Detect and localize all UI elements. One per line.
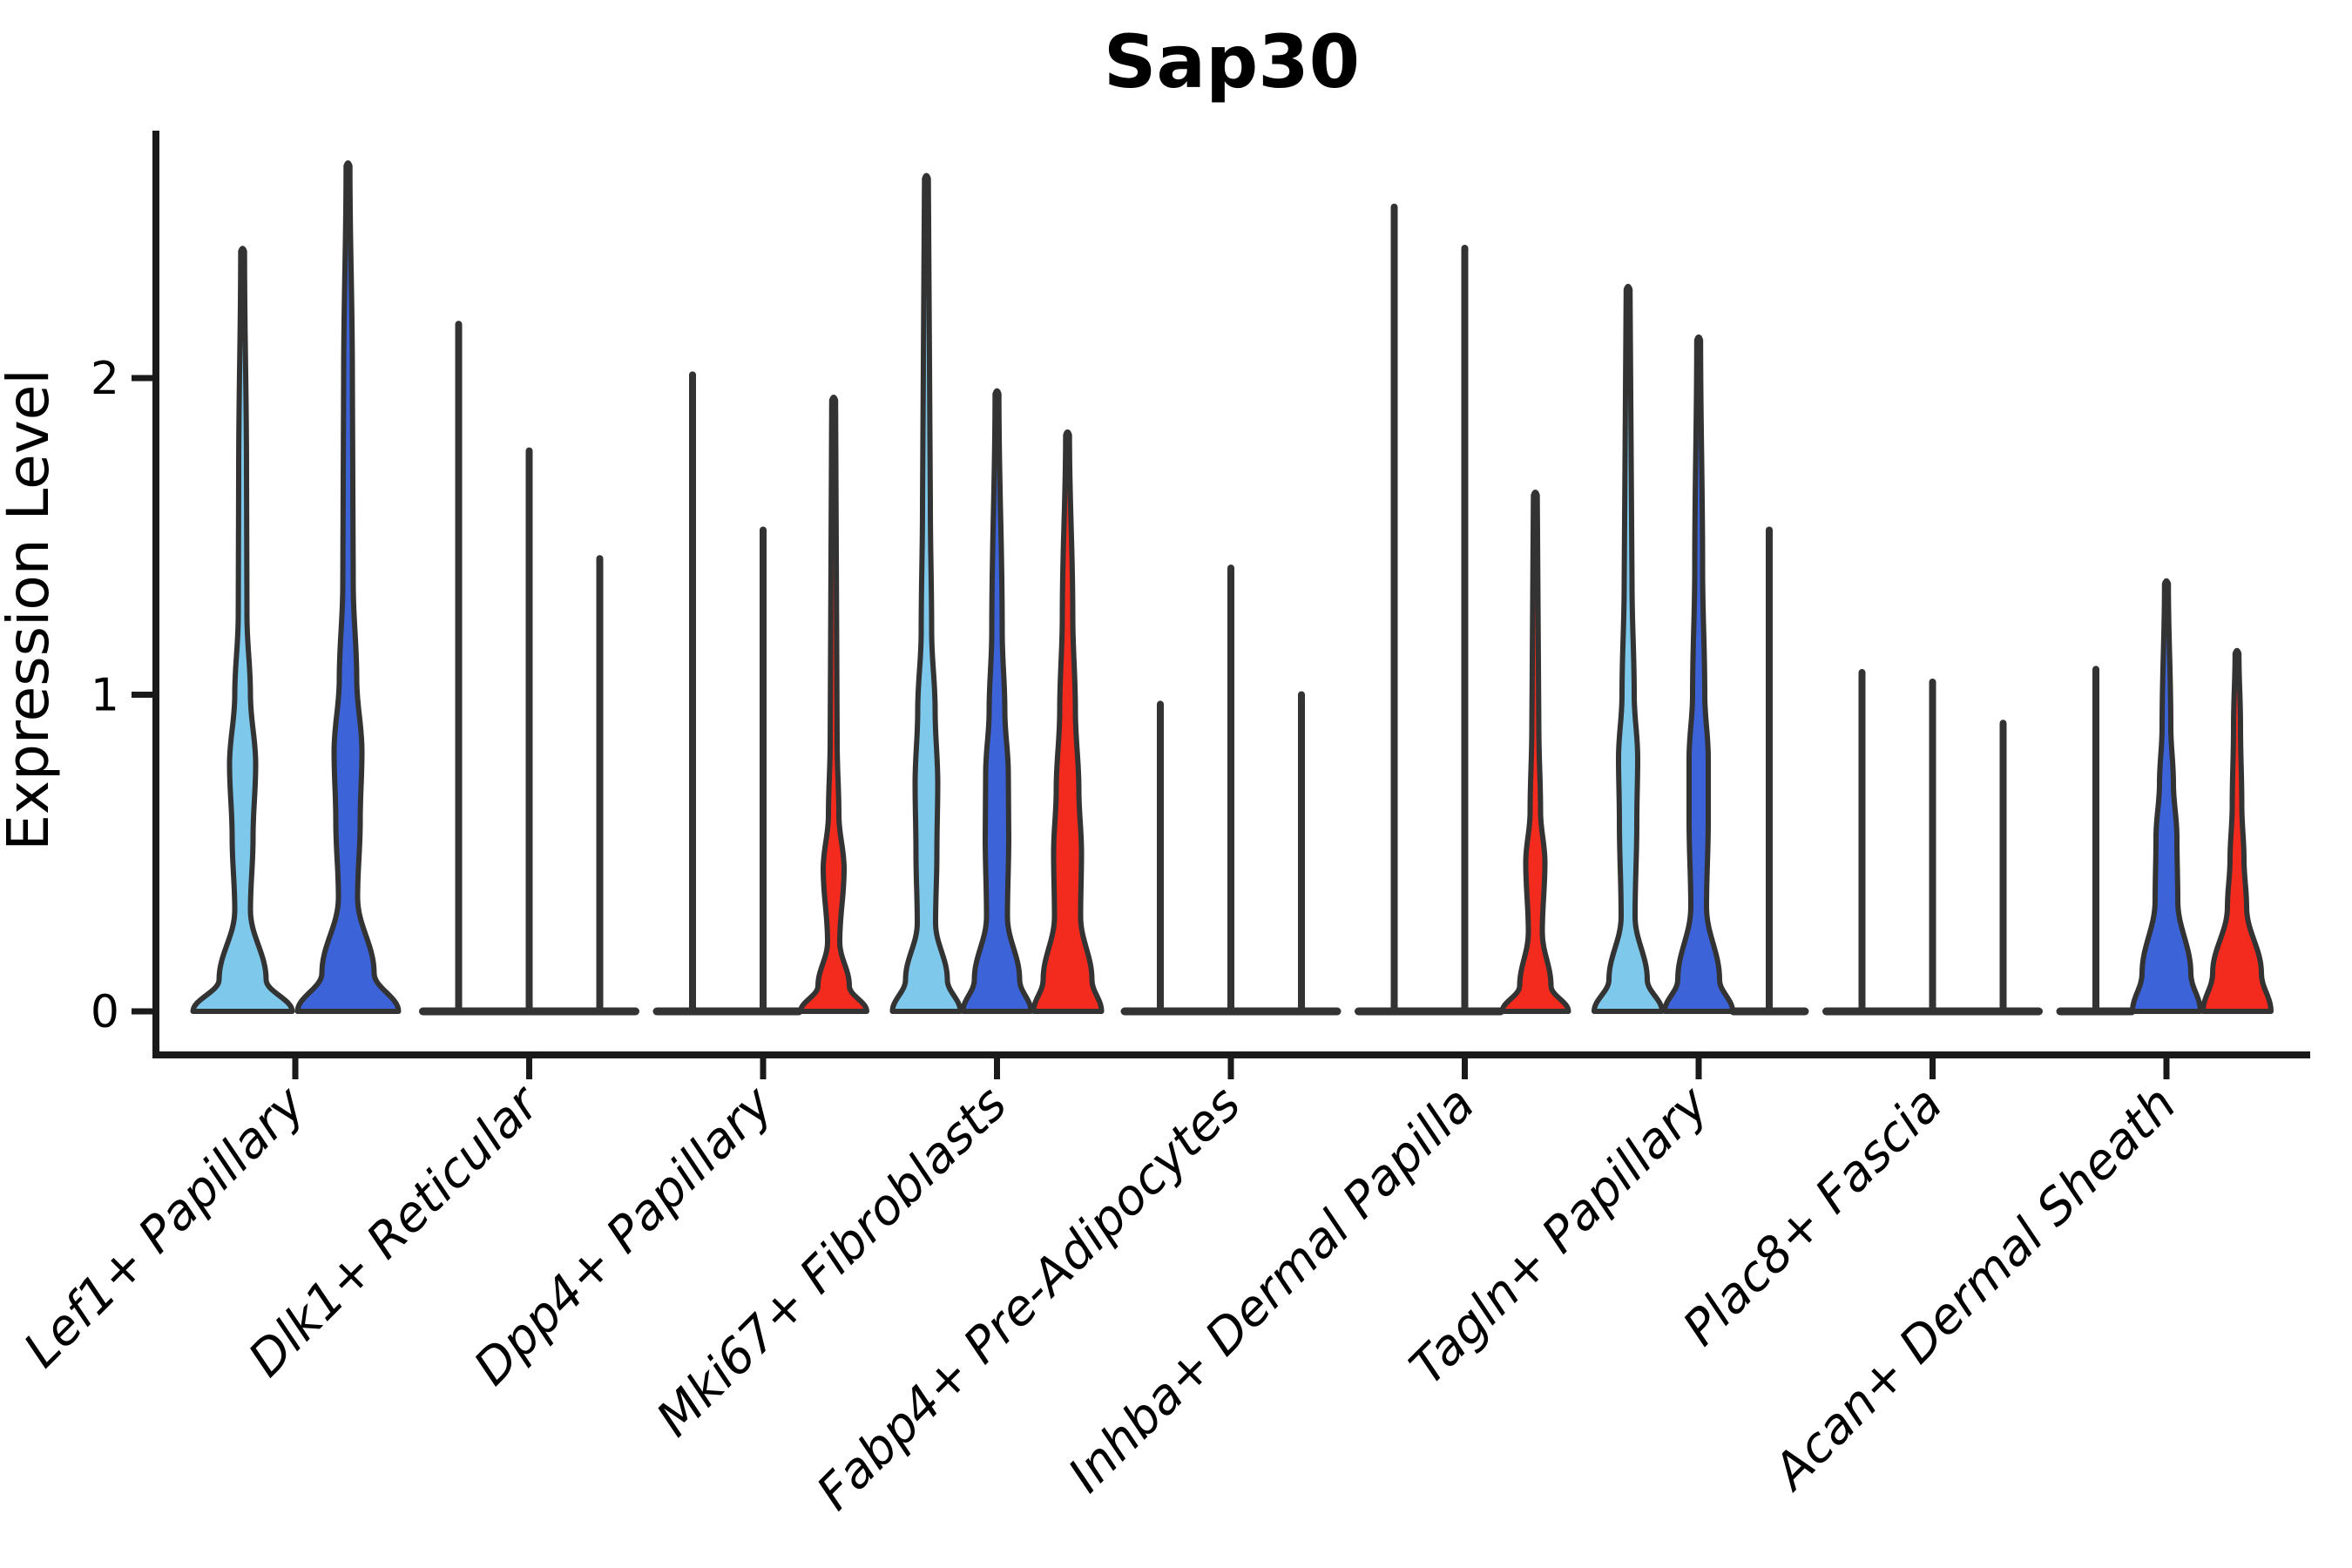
violin-body (2200, 647, 2274, 1014)
violin-body (2130, 578, 2203, 1014)
violin-body (190, 246, 295, 1014)
violin-group (1592, 283, 1809, 1016)
x-tick-label: Inhba+ Dermal Papilla (1058, 1076, 1485, 1504)
y-tick-label: 1 (91, 670, 119, 722)
violin-body (1031, 429, 1105, 1014)
y-tick-label: 2 (91, 353, 119, 405)
violins-layer (190, 159, 2274, 1016)
chart-title: Sap30 (1104, 19, 1360, 105)
violin-body (1592, 283, 1665, 1014)
y-tick-label: 0 (91, 986, 119, 1038)
x-tick-label: Fabp4+ Pre-Adipocytes (807, 1076, 1252, 1521)
violin-group (190, 159, 402, 1014)
y-axis-label: Expression Level (0, 368, 62, 850)
violin-body (889, 172, 963, 1014)
violin-body (294, 159, 402, 1014)
violin-body (1662, 334, 1735, 1014)
violin-group (652, 371, 869, 1016)
violin-body (798, 394, 869, 1014)
violin-group (889, 172, 1105, 1014)
axes (132, 131, 2310, 1079)
x-tick-label: Acan+ Dermal Sheath (1761, 1076, 2187, 1502)
violin-group (1120, 564, 1342, 1016)
violin-group (1355, 203, 1571, 1016)
violin-group (419, 321, 639, 1016)
violin-group (2056, 578, 2274, 1016)
violin-group (1822, 669, 2043, 1016)
violin-body (1499, 489, 1571, 1014)
y-tick-labels: 0 1 2 (91, 353, 119, 1038)
violin-body (960, 388, 1034, 1014)
